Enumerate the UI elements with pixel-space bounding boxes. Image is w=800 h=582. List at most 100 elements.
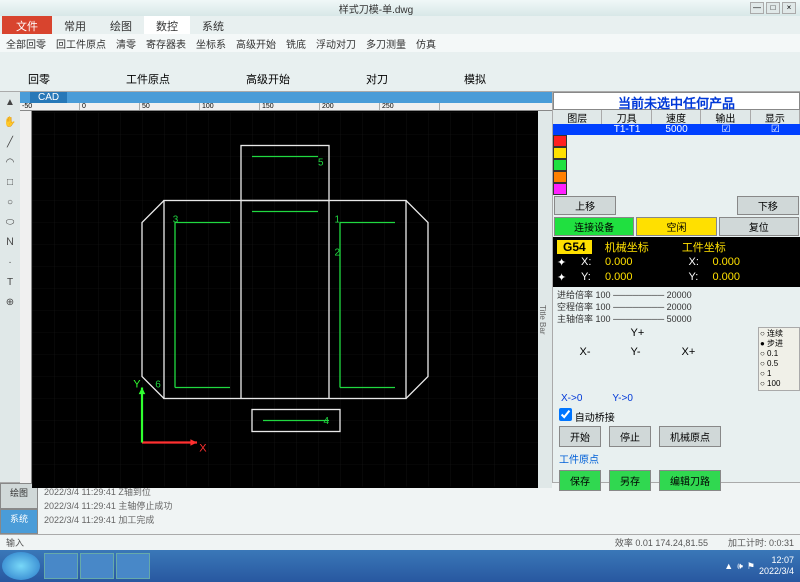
cnc-toolbar: 全部回零 回工件原点 清零 寄存器表 坐标系 高级开始 铣底 浮动对刀 多刀测量… xyxy=(0,34,800,52)
tb-adv-start[interactable]: 高级开始 xyxy=(236,36,276,50)
tool-dim-icon[interactable]: ⊕ xyxy=(1,293,19,311)
layer-headers: 图层刀具速度输出显示 xyxy=(553,110,800,124)
svg-text:6: 6 xyxy=(155,380,161,391)
big-tabs: 回零 工件原点 高级开始 对刀 模拟 xyxy=(0,52,800,92)
taskbar-app-3[interactable] xyxy=(116,553,150,579)
right-panel: 当前未选中任何产品 图层刀具速度输出显示 T1-T15000☑☑ 上移 下移 连… xyxy=(552,92,800,482)
y-zero[interactable]: Y->0 xyxy=(612,393,632,404)
color-palette xyxy=(553,135,567,195)
tab-cnc[interactable]: 数控 xyxy=(144,16,190,34)
btn-mech-origin[interactable]: 机械原点 xyxy=(659,426,721,447)
tb-float-probe[interactable]: 浮动对刀 xyxy=(316,36,356,50)
bt-probe[interactable]: 对刀 xyxy=(358,67,396,91)
jog-y-minus[interactable]: Y- xyxy=(631,346,681,364)
svg-text:2: 2 xyxy=(335,248,341,259)
status-coords: 效率 0.01 174.24,81.55 xyxy=(615,536,708,549)
tb-work-origin[interactable]: 回工件原点 xyxy=(56,36,106,50)
left-toolbox: ▲ ✋ ╱ ◠ □ ○ ⬭ Ｎ · T ⊕ xyxy=(0,92,20,482)
tool-text-icon[interactable]: T xyxy=(1,273,19,291)
radio-cont[interactable]: ○ 连续 xyxy=(760,329,798,339)
btn-down[interactable]: 下移 xyxy=(737,196,799,215)
color-yellow[interactable] xyxy=(553,147,567,159)
btn-up[interactable]: 上移 xyxy=(554,196,616,215)
ribbon-tabs: 文件 常用 绘图 数控 系统 xyxy=(0,16,800,34)
tb-simulate[interactable]: 仿真 xyxy=(416,36,436,50)
g54-label: G54 xyxy=(557,240,592,254)
titlebar: 样式刀模-单.dwg — □ × xyxy=(0,0,800,16)
mid-row2: 连接设备 空闲 复位 xyxy=(553,216,800,237)
radio-1[interactable]: ○ 1 xyxy=(760,369,798,379)
radio-05[interactable]: ○ 0.5 xyxy=(760,359,798,369)
btn-stop[interactable]: 停止 xyxy=(609,426,651,447)
status-idle: 空闲 xyxy=(636,217,716,236)
jog-x-plus[interactable]: X+ xyxy=(682,346,732,364)
cad-area: CAD -50050100150200250 xyxy=(20,92,552,482)
bt-advstart[interactable]: 高级开始 xyxy=(238,67,298,91)
tool-pointer-icon[interactable]: ▲ xyxy=(1,93,19,111)
jog-panel: Y+ X- Y- X+ xyxy=(580,327,732,391)
color-magenta[interactable] xyxy=(553,183,567,195)
link-origin[interactable]: 工件原点 xyxy=(559,455,599,466)
close-button[interactable]: × xyxy=(782,2,796,14)
log-tab-system[interactable]: 系统 xyxy=(0,509,38,535)
rates-panel: 进给倍率 100 ──────── 20000 空程倍率 100 ───────… xyxy=(553,287,800,327)
tool-polyline-icon[interactable]: Ｎ xyxy=(1,233,19,251)
bt-home[interactable]: 回零 xyxy=(20,67,58,91)
bt-sim[interactable]: 模拟 xyxy=(456,67,494,91)
coords-panel: G54 机械坐标 工件坐标 ✦X:0.000X:0.000 ✦Y:0.000Y:… xyxy=(553,237,800,287)
radio-100[interactable]: ○ 100 xyxy=(760,379,798,389)
tool-rect-icon[interactable]: □ xyxy=(1,173,19,191)
tb-zero[interactable]: 清零 xyxy=(116,36,136,50)
btn-reset[interactable]: 复位 xyxy=(719,217,799,236)
svg-text:X: X xyxy=(199,442,207,454)
auto-bridge-check[interactable] xyxy=(559,408,572,421)
tool-line-icon[interactable]: ╱ xyxy=(1,133,19,151)
x-zero[interactable]: X->0 xyxy=(561,393,582,404)
cad-header: CAD xyxy=(20,92,552,103)
tool-point-icon[interactable]: · xyxy=(1,253,19,271)
system-tray: ▲ 🕪 ⚑ 12:07 2022/3/4 xyxy=(724,555,798,577)
svg-text:3: 3 xyxy=(173,215,179,226)
log-tabs: 绘图 系统 xyxy=(0,483,38,534)
ruler-horizontal: -50050100150200250 xyxy=(20,103,552,111)
product-title: 当前未选中任何产品 xyxy=(553,92,800,110)
taskbar-app-2[interactable] xyxy=(80,553,114,579)
clock[interactable]: 12:07 2022/3/4 xyxy=(759,555,798,577)
tab-draw[interactable]: 绘图 xyxy=(98,16,144,34)
layer-row[interactable]: T1-T15000☑☑ xyxy=(553,124,800,135)
cad-label: CAD xyxy=(30,92,67,103)
tb-coord-sys[interactable]: 坐标系 xyxy=(196,36,226,50)
tb-home-all[interactable]: 全部回零 xyxy=(6,36,46,50)
color-red[interactable] xyxy=(553,135,567,147)
titlebar-vertical: Title Bar xyxy=(538,111,552,488)
cad-canvas[interactable]: 512 34 6 X Y xyxy=(32,111,538,488)
step-radios: ○ 连续 ● 步进 ○ 0.1 ○ 0.5 ○ 1 ○ 100 xyxy=(758,327,800,391)
status-bar: 输入 效率 0.01 174.24,81.55 加工计时: 0:0:31 xyxy=(0,534,800,550)
ruler-vertical xyxy=(20,111,32,488)
start-button[interactable] xyxy=(2,552,40,580)
bottom-panel: 自动桥接 开始 停止 机械原点 工件原点 保存 另存 编辑刀路 xyxy=(553,406,800,495)
minimize-button[interactable]: — xyxy=(750,2,764,14)
radio-step[interactable]: ● 步进 xyxy=(760,339,798,349)
color-green[interactable] xyxy=(553,159,567,171)
tool-hand-icon[interactable]: ✋ xyxy=(1,113,19,131)
tool-arc-icon[interactable]: ◠ xyxy=(1,153,19,171)
tb-register[interactable]: 寄存器表 xyxy=(146,36,186,50)
jog-x-minus[interactable]: X- xyxy=(580,346,630,364)
radio-01[interactable]: ○ 0.1 xyxy=(760,349,798,359)
tab-common[interactable]: 常用 xyxy=(52,16,98,34)
tb-mill[interactable]: 铣底 xyxy=(286,36,306,50)
btn-start[interactable]: 开始 xyxy=(559,426,601,447)
bt-origin[interactable]: 工件原点 xyxy=(118,67,178,91)
jog-y-plus[interactable]: Y+ xyxy=(631,327,681,345)
window-title: 样式刀模-单.dwg xyxy=(4,1,748,16)
color-orange[interactable] xyxy=(553,171,567,183)
maximize-button[interactable]: □ xyxy=(766,2,780,14)
tool-ellipse-icon[interactable]: ⬭ xyxy=(1,213,19,231)
tool-circle-icon[interactable]: ○ xyxy=(1,193,19,211)
tab-system[interactable]: 系统 xyxy=(190,16,236,34)
taskbar-app-1[interactable] xyxy=(44,553,78,579)
file-menu[interactable]: 文件 xyxy=(2,16,52,34)
btn-connect[interactable]: 连接设备 xyxy=(554,217,634,236)
tb-multi-tool[interactable]: 多刀测量 xyxy=(366,36,406,50)
